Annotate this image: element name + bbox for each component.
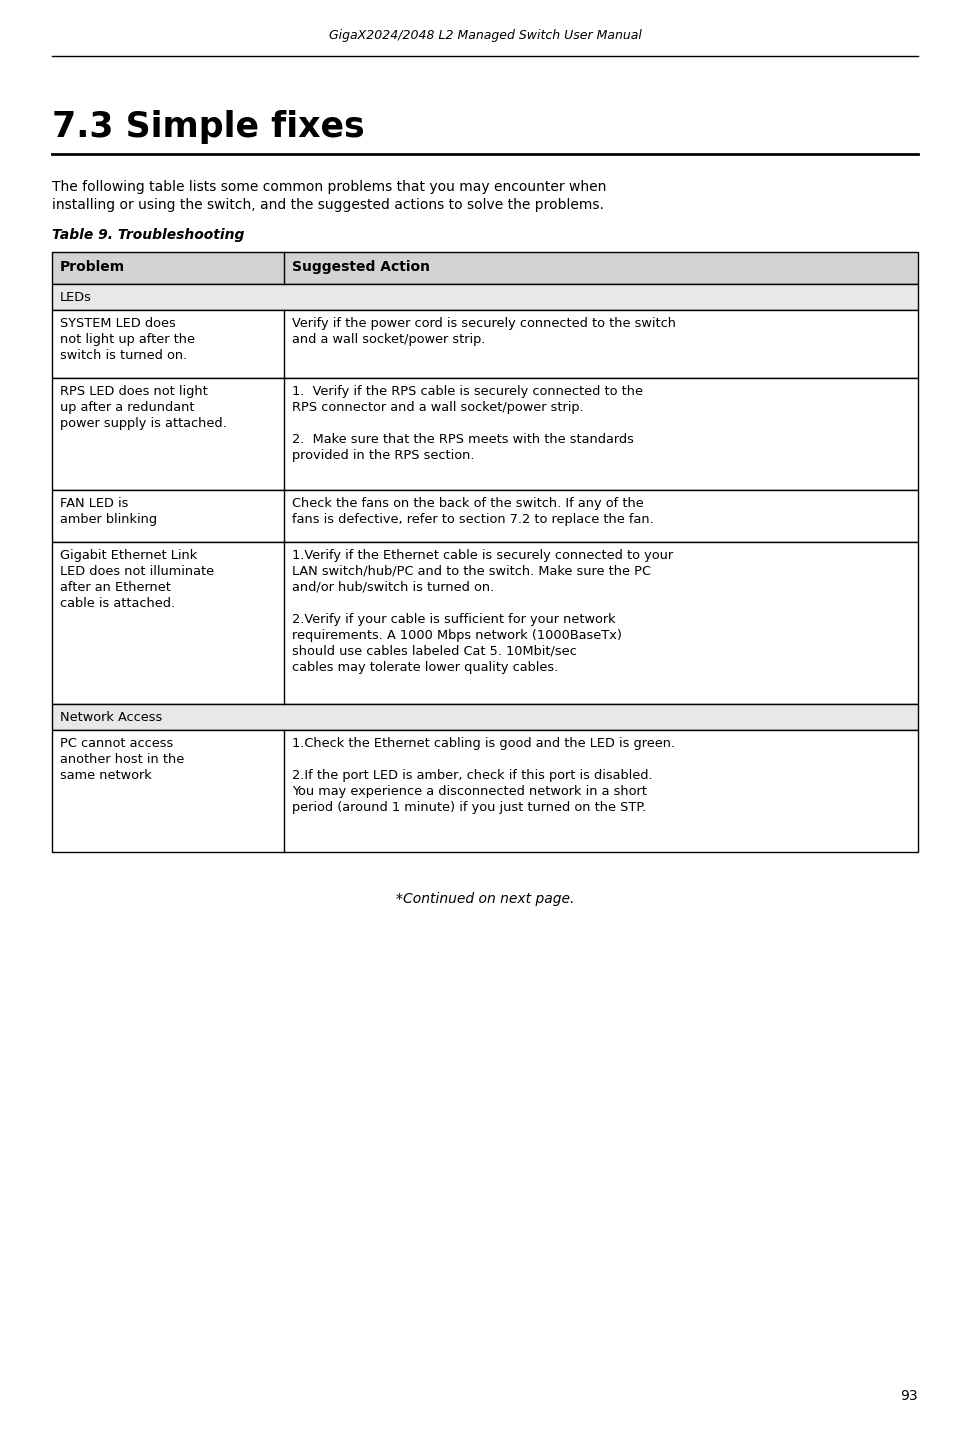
Bar (52, 730, 917, 851)
Text: LEDs: LEDs (60, 290, 91, 303)
Text: FAN LED is
amber blinking: FAN LED is amber blinking (60, 497, 157, 527)
Text: 1.Verify if the Ethernet cable is securely connected to your
LAN switch/hub/PC a: 1.Verify if the Ethernet cable is secure… (292, 550, 673, 674)
Text: Suggested Action: Suggested Action (292, 260, 430, 273)
Text: Gigabit Ethernet Link
LED does not illuminate
after an Ethernet
cable is attache: Gigabit Ethernet Link LED does not illum… (60, 550, 213, 610)
Text: 1.  Verify if the RPS cable is securely connected to the
RPS connector and a wal: 1. Verify if the RPS cable is securely c… (292, 385, 642, 462)
Bar (52, 252, 917, 283)
Bar (52, 311, 917, 378)
Bar (52, 542, 917, 704)
Text: SYSTEM LED does
not light up after the
switch is turned on.: SYSTEM LED does not light up after the s… (60, 318, 194, 362)
Text: 93: 93 (900, 1390, 917, 1402)
Text: Problem: Problem (60, 260, 125, 273)
Text: The following table lists some common problems that you may encounter when: The following table lists some common pr… (52, 180, 606, 195)
Text: 1.Check the Ethernet cabling is good and the LED is green.

2.If the port LED is: 1.Check the Ethernet cabling is good and… (292, 737, 675, 814)
Bar (52, 704, 917, 730)
Text: GigaX2024/2048 L2 Managed Switch User Manual: GigaX2024/2048 L2 Managed Switch User Ma… (328, 29, 640, 41)
Text: 7.3 Simple fixes: 7.3 Simple fixes (52, 110, 364, 145)
Text: installing or using the switch, and the suggested actions to solve the problems.: installing or using the switch, and the … (52, 197, 603, 212)
Text: PC cannot access
another host in the
same network: PC cannot access another host in the sam… (60, 737, 184, 781)
Text: Check the fans on the back of the switch. If any of the
fans is defective, refer: Check the fans on the back of the switch… (292, 497, 653, 527)
Text: RPS LED does not light
up after a redundant
power supply is attached.: RPS LED does not light up after a redund… (60, 385, 227, 429)
Text: Verify if the power cord is securely connected to the switch
and a wall socket/p: Verify if the power cord is securely con… (292, 318, 676, 346)
Text: *Continued on next page.: *Continued on next page. (395, 892, 574, 906)
Text: Network Access: Network Access (60, 711, 162, 724)
Text: Table 9. Troubleshooting: Table 9. Troubleshooting (52, 228, 244, 242)
Bar (52, 283, 917, 311)
Bar (52, 489, 917, 542)
Bar (52, 378, 917, 489)
